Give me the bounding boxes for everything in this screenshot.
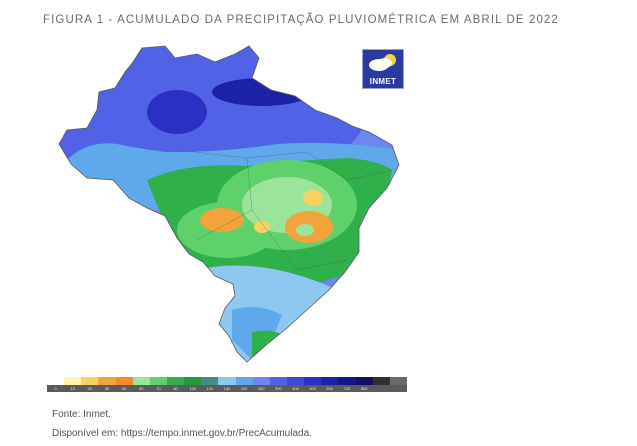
- legend-tick: 30: [104, 386, 110, 391]
- legend-tick: 800: [360, 386, 368, 391]
- legend-swatch: [166, 377, 185, 385]
- precipitation-fill: [59, 46, 399, 362]
- legend-swatch: [98, 377, 116, 385]
- legend-tick: 600: [326, 386, 334, 391]
- legend-tick: 200: [240, 386, 248, 391]
- legend-tick: 250: [257, 386, 265, 391]
- legend-swatch: [64, 377, 82, 385]
- legend-swatch: [201, 377, 219, 385]
- brazil-precipitation-map: [58, 45, 400, 363]
- legend-tick: 20: [87, 386, 93, 391]
- legend-swatch: [269, 377, 287, 385]
- legend-swatch: [338, 377, 356, 385]
- legend-tick: 0: [54, 386, 57, 391]
- inmet-logo-text: INMET: [369, 77, 397, 86]
- legend-swatch: [355, 377, 373, 385]
- legend-swatch: [218, 377, 236, 385]
- legend-tick: [390, 385, 407, 392]
- legend-swatch: [389, 377, 407, 385]
- legend-swatch: [184, 377, 202, 385]
- legend-swatch: [252, 377, 270, 385]
- legend-tick: 300: [275, 386, 282, 391]
- legend-tick: [373, 385, 390, 392]
- legend-swatch: [115, 377, 133, 385]
- legend-tick: 150: [223, 386, 231, 391]
- legend-tick: 400: [292, 386, 299, 391]
- legend-swatch: [81, 377, 99, 385]
- legend-tick: 700: [343, 386, 351, 391]
- legend-swatch: [235, 377, 253, 385]
- legend-tick: 120: [206, 386, 214, 391]
- legend-swatch: [132, 377, 150, 385]
- legend-tick: 500: [309, 386, 317, 391]
- precipitation-legend: 0 10 20 30 40 50 70 80 100 120 150 200 250 300 400 500 6…: [47, 377, 407, 395]
- source-caption: Fonte: Inmet.: [52, 409, 111, 420]
- legend-tick: 100: [189, 386, 197, 391]
- legend-swatch: [321, 377, 339, 385]
- legend-tick: 40: [121, 386, 127, 391]
- legend-tick: 80: [173, 386, 178, 391]
- legend-swatch: [372, 377, 390, 385]
- inmet-logo: INMET: [362, 49, 404, 89]
- legend-color-scale: [47, 377, 407, 385]
- legend-tick: 10: [70, 386, 75, 391]
- legend-swatch: [47, 377, 65, 385]
- weather-logo-icon: [369, 54, 396, 71]
- figure-title: FIGURA 1 - ACUMULADO DA PRECIPITAÇÃO PLU…: [43, 14, 559, 26]
- legend-swatch: [304, 377, 322, 385]
- brazil-border: [58, 45, 400, 363]
- legend-tick: 50: [139, 386, 144, 391]
- state-borders: [176, 149, 393, 271]
- availability-caption: Disponível em: https://tempo.inmet.gov.b…: [52, 428, 312, 439]
- legend-tick: 70: [156, 386, 161, 391]
- legend-swatch: [286, 377, 305, 385]
- precipitation-map-panel: INMET 0 10 20 30 40 50 70 80 100 120 150 200 250 300 4…: [47, 40, 407, 396]
- legend-tick-labels: 0 10 20 30 40 50 70 80 100 120 150 200 250 300 400 500 6…: [47, 385, 407, 392]
- legend-swatch: [149, 377, 167, 385]
